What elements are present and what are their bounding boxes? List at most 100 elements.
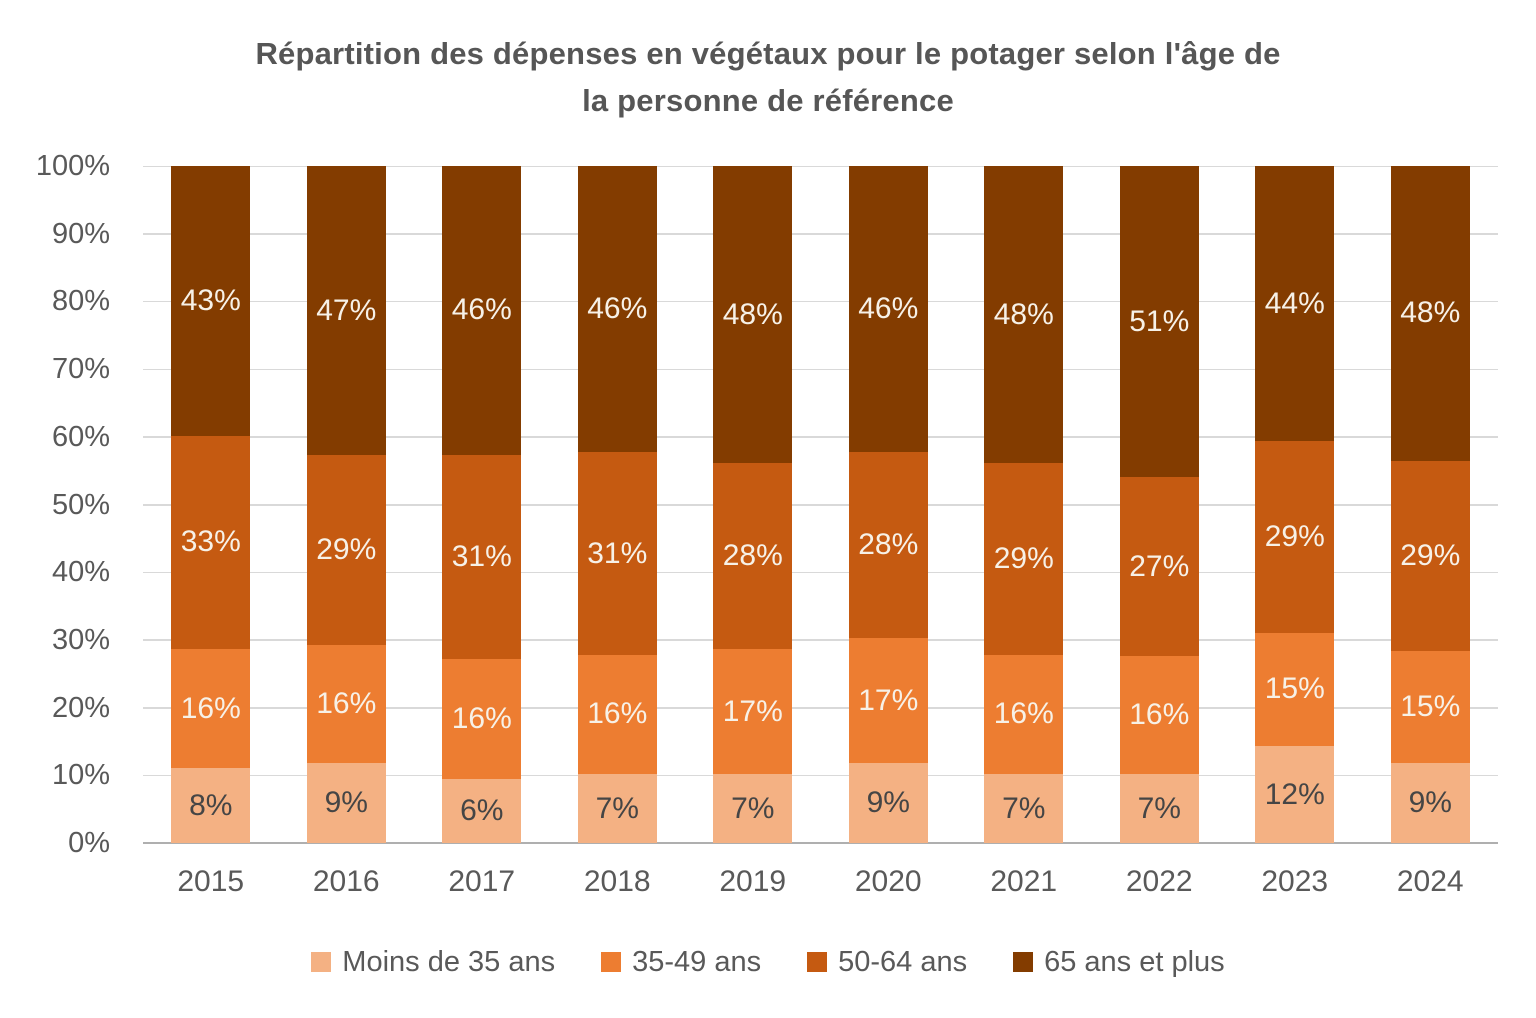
bar-segment: 9% (1390, 763, 1470, 843)
legend-item-label: 50-64 ans (838, 945, 968, 978)
legend-item: 50-64 ans (807, 946, 967, 979)
bar-segment-value-label: 27% (1129, 549, 1190, 583)
bar-segment-value-label: 47% (316, 293, 377, 327)
bar-segment: 15% (1390, 650, 1470, 764)
bar-segment-value-label: 28% (722, 539, 783, 573)
y-axis-tick-label-0pct: 0% (68, 827, 110, 859)
bar-segment-value-label: 7% (731, 791, 775, 825)
bar-segment: 48% (1390, 165, 1470, 461)
bar-segment-value-label: 48% (722, 297, 783, 331)
y-axis-tick-label-90pct: 90% (51, 217, 110, 250)
bar-segment: 16% (306, 645, 386, 764)
legend-item: 35-49 ans (601, 946, 761, 979)
bar-segment-value-label: 31% (587, 536, 648, 570)
x-axis-labels: 2015 2016 2017 2018 2019 2020 2021 2022 2023 2024 (143, 865, 1498, 899)
x-axis-category-label-2015: 2015 (177, 865, 245, 898)
bar-segment-value-label: 12% (1264, 777, 1325, 811)
gridline-40 (143, 571, 1498, 574)
bar-segment: 17% (848, 638, 928, 763)
bar-segment: 6% (442, 779, 522, 843)
bar-segment: 9% (306, 763, 386, 843)
chart-title-line-2: la personne de référence (582, 83, 954, 118)
bar-2023: 12% 15% 29% 44% (1255, 166, 1335, 843)
legend-swatch-icon (807, 952, 828, 972)
bar-segment: 51% (1119, 166, 1199, 478)
bar-2021: 7% 16% 29% 48% (984, 166, 1064, 843)
bar-segment-value-label: 29% (316, 533, 377, 567)
bar-slot-2015: 8% 16% 33% 43% (143, 165, 279, 843)
bar-segment: 29% (984, 463, 1064, 655)
bar-2024: 9% 15% 29% 48% (1390, 165, 1470, 843)
legend-item: Moins de 35 ans (311, 946, 555, 979)
legend-swatch-icon (1013, 952, 1034, 972)
legend: Moins de 35 ans 35-49 ans 50-64 ans 65 ans … (0, 940, 1536, 984)
bar-slot-2020: 9% 17% 28% 46% (821, 166, 957, 843)
bar-segment-value-label: 15% (1400, 690, 1461, 723)
bar-segment: 47% (306, 165, 386, 456)
bar-slot-2018: 7% 16% 31% 46% (550, 166, 686, 843)
bar-2019: 7% 17% 28% 48% (713, 166, 793, 843)
x-axis-category-label-2024: 2024 (1396, 865, 1464, 898)
x-axis-category-label-2018: 2018 (583, 865, 651, 898)
bar-segment-value-label: 16% (993, 697, 1054, 731)
gridline-80 (143, 300, 1498, 303)
bar-segment: 16% (171, 649, 251, 769)
bar-2015: 8% 16% 33% 43% (171, 165, 251, 843)
bar-segment: 46% (577, 166, 657, 453)
bar-2022: 7% 16% 27% 51% (1119, 166, 1199, 843)
bar-slot-2016: 9% 16% 29% 47% (279, 165, 415, 843)
bar-slot-2024: 9% 15% 29% 48% (1363, 165, 1499, 843)
x-axis-category-label-2021: 2021 (990, 865, 1058, 898)
bar-segment: 16% (442, 659, 522, 780)
x-axis-category-label-2016: 2016 (312, 865, 380, 898)
bar-slot-2021: 7% 16% 29% 48% (956, 166, 1092, 843)
bar-segment: 12% (1255, 746, 1335, 843)
bar-segment: 48% (713, 166, 793, 464)
bar-segment-value-label: 9% (1408, 786, 1452, 820)
bar-segment-value-label: 31% (451, 540, 512, 574)
bar-segment-value-label: 43% (180, 283, 241, 317)
gridline-100 (143, 165, 1498, 167)
bar-segment-value-label: 16% (180, 691, 241, 725)
bar-segment: 46% (848, 166, 928, 453)
gridline-20 (143, 707, 1498, 709)
y-axis-tick-label-10pct: 10% (51, 759, 110, 792)
x-axis-category-label-2022: 2022 (1125, 865, 1193, 898)
bar-2016: 9% 16% 29% 47% (306, 165, 386, 843)
bar-segment: 16% (577, 654, 657, 775)
bar-segment-value-label: 6% (460, 794, 504, 828)
bar-segment-value-label: 16% (1129, 698, 1190, 732)
bar-2020: 9% 17% 28% 46% (848, 166, 928, 843)
legend-swatch-icon (601, 952, 622, 972)
y-axis-tick-label-50pct: 50% (51, 488, 110, 521)
y-axis-tick-label-30pct: 30% (51, 623, 110, 656)
bar-segment: 7% (1119, 774, 1199, 843)
gridline-30 (143, 639, 1498, 641)
bar-segment-value-label: 48% (993, 297, 1054, 331)
x-axis-category-label-2019: 2019 (719, 865, 787, 898)
chart-title: Répartition des dépenses en végétaux pou… (0, 30, 1536, 124)
bar-segment-value-label: 46% (858, 292, 919, 326)
bar-segment: 28% (848, 452, 928, 639)
bar-segment: 44% (1255, 166, 1335, 442)
bar-segment: 9% (848, 762, 928, 843)
y-axis-tick-label-100pct: 100% (35, 150, 110, 182)
bar-segment: 46% (442, 166, 522, 455)
bar-segment-value-label: 15% (1264, 672, 1325, 706)
bar-segment-value-label: 28% (858, 528, 919, 562)
bar-slot-2022: 7% 16% 27% 51% (1092, 166, 1228, 843)
gridline-70 (143, 368, 1498, 371)
bars-layer: 8% 16% 33% 43% 9% 16% 29% 47% 6% 16% 31% 46% 7% 16% 31… (143, 165, 1499, 843)
bar-segment-value-label: 17% (722, 694, 783, 728)
bar-segment: 7% (577, 774, 657, 843)
bar-segment: 15% (1255, 632, 1335, 747)
bar-segment: 29% (1390, 460, 1470, 651)
gridline-10 (143, 774, 1498, 777)
gridline-60 (143, 436, 1498, 438)
bar-segment: 16% (1119, 656, 1199, 775)
bar-segment-value-label: 51% (1129, 304, 1190, 338)
bar-slot-2019: 7% 17% 28% 48% (685, 166, 821, 843)
bar-segment-value-label: 48% (1400, 296, 1461, 330)
bar-slot-2023: 12% 15% 29% 44% (1227, 166, 1363, 843)
bar-segment-value-label: 16% (316, 687, 377, 721)
